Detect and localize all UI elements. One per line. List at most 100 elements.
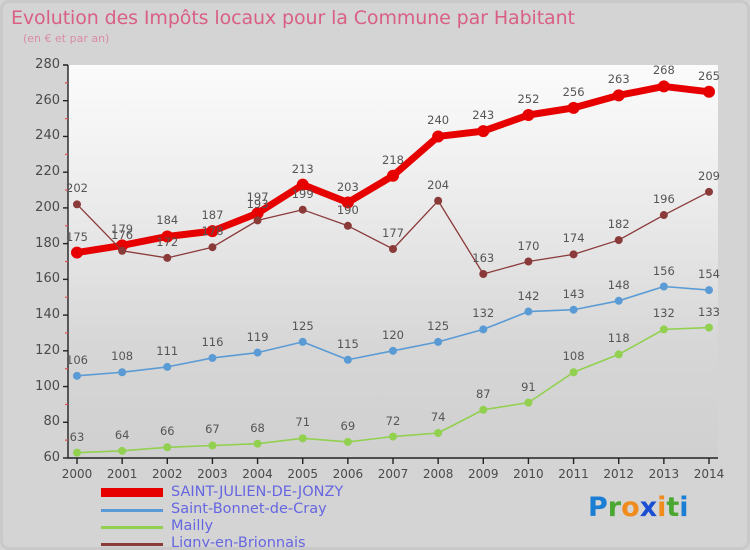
y-axis-tick: 220 (35, 164, 60, 180)
legend-swatch (101, 526, 163, 529)
x-axis-tick: 2000 (61, 467, 93, 481)
y-axis-tick: 80 (43, 414, 60, 430)
x-axis-tick: 2002 (152, 467, 183, 481)
data-point-label: 143 (562, 286, 585, 301)
x-axis-tick: 2013 (648, 467, 680, 481)
data-point-label: 263 (607, 72, 630, 87)
data-point-label: 174 (562, 231, 585, 246)
data-point-label: 74 (430, 409, 446, 424)
data-point-label: 67 (205, 422, 220, 437)
data-point-label: 69 (340, 418, 356, 433)
data-point-label: 63 (69, 429, 85, 444)
data-point-label: 132 (652, 306, 675, 321)
data-point-label: 68 (250, 420, 265, 435)
data-point-label: 256 (562, 84, 585, 99)
legend-swatch (101, 488, 163, 497)
legend-label: Mailly (171, 518, 214, 534)
logo-letter: i (657, 492, 667, 523)
x-axis-tick: 2008 (422, 467, 454, 481)
data-point-label: 132 (472, 306, 495, 321)
x-axis-tick: 2004 (242, 467, 273, 481)
data-point-label: 213 (291, 161, 314, 176)
x-axis-tick: 2007 (377, 467, 409, 481)
data-point-label: 118 (607, 331, 630, 346)
data-point-label: 163 (472, 251, 495, 265)
data-point-label: 125 (427, 318, 450, 333)
data-point-label: 182 (607, 217, 630, 232)
data-point-label: 142 (517, 288, 540, 303)
y-axis-tick: 60 (43, 450, 60, 465)
y-axis-tick: 140 (35, 307, 60, 323)
legend-label: Ligny-en-Brionnais (171, 535, 306, 550)
data-point-label: 209 (698, 168, 720, 183)
plot-area: 175 179 184 187 197 213 203 218 240 243 252 256 263 2… (63, 63, 720, 464)
data-point-label: 199 (291, 186, 314, 201)
y-axis-tick: 260 (35, 92, 60, 108)
data-point-label: 175 (66, 229, 88, 244)
logo-letter: i (679, 492, 689, 523)
legend-swatch (101, 543, 163, 546)
logo-letter: t (666, 492, 680, 523)
x-axis-tick: 2010 (513, 467, 544, 481)
data-point-label: 193 (246, 197, 269, 212)
data-point-label: 72 (385, 413, 401, 428)
legend-label: Saint-Bonnet-de-Cray (171, 501, 327, 517)
data-point-label: 120 (382, 327, 404, 342)
data-point-label: 66 (159, 424, 175, 439)
x-axis-tick: 2006 (332, 467, 364, 481)
logo-letter: r (607, 492, 622, 523)
x-axis-tick: 2005 (287, 467, 318, 481)
data-point-label: 184 (156, 213, 179, 228)
y-axis-tick: 120 (35, 342, 60, 358)
data-point-label: 115 (336, 336, 359, 351)
plot-background (68, 65, 718, 458)
proxiti-logo: Proxiti (588, 492, 689, 523)
data-point-label: 170 (517, 238, 540, 253)
axes-layer (63, 64, 718, 464)
data-point-label: 116 (201, 334, 224, 349)
x-axis-tick: 2014 (693, 467, 725, 481)
data-point-label: 108 (111, 349, 134, 364)
data-point-label: 133 (698, 304, 720, 319)
data-point-label: 178 (201, 224, 224, 239)
data-point-label: 240 (427, 113, 450, 128)
data-point-label: 243 (472, 108, 495, 123)
data-point-label: 125 (291, 318, 314, 333)
legend-swatch (101, 509, 163, 512)
y-axis-tick: 180 (35, 235, 60, 251)
logo-letter: P (588, 492, 608, 523)
data-point-label: 64 (114, 427, 130, 442)
x-axis-tick: 2011 (558, 467, 589, 481)
x-axis-tick: 2009 (468, 467, 499, 481)
data-point-label: 177 (382, 225, 404, 240)
data-point-label: 176 (111, 227, 134, 242)
data-point-label: 265 (698, 68, 720, 83)
x-axis-tick: 2012 (603, 467, 634, 481)
logo-letter: x (639, 492, 658, 523)
page-title: Evolution des Impôts locaux pour la Comm… (11, 7, 575, 29)
data-point-label: 111 (156, 343, 179, 358)
data-point-label: 91 (521, 379, 536, 394)
data-point-label: 179 (111, 222, 134, 237)
data-point-label: 148 (607, 277, 630, 292)
data-point-label: 268 (652, 63, 675, 78)
data-point-label: 202 (66, 181, 88, 196)
y-axis-tick: 200 (35, 199, 60, 215)
data-point-label: 252 (517, 92, 540, 107)
x-axis-tick: 2003 (197, 467, 228, 481)
data-point-label: 156 (652, 263, 675, 278)
data-point-label: 108 (562, 349, 585, 364)
data-point-label: 204 (427, 177, 450, 192)
data-point-label: 71 (295, 415, 311, 430)
y-axis-tick: 100 (35, 378, 60, 394)
series-layer (71, 80, 715, 457)
data-point-label: 87 (475, 386, 491, 401)
page-subtitle: (en € et par an) (23, 32, 110, 45)
data-point-label: 106 (66, 352, 88, 367)
y-axis-tick: 280 (35, 57, 60, 72)
data-point-label: 203 (336, 179, 359, 194)
data-point-label: 154 (698, 267, 720, 282)
data-point-label: 172 (156, 234, 179, 249)
data-point-label: 196 (652, 192, 675, 207)
